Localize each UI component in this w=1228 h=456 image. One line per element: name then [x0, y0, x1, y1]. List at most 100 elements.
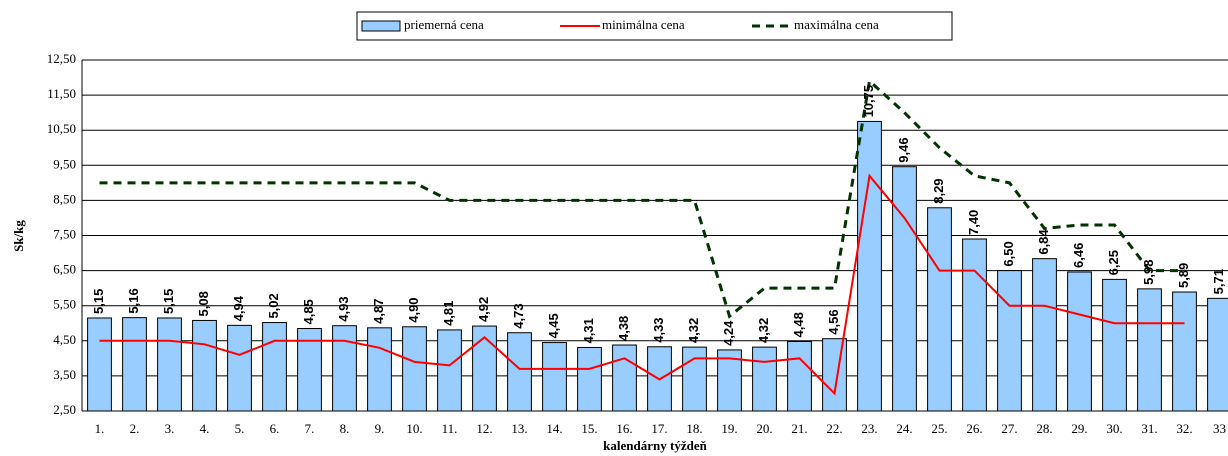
value-label: 8,29 [931, 178, 946, 203]
x-tick-label: 26. [966, 421, 982, 436]
x-tick-label: 25. [931, 421, 947, 436]
bar [542, 342, 567, 412]
bar [262, 322, 287, 412]
x-tick-label: 2. [130, 421, 140, 436]
value-label: 4,85 [301, 299, 316, 324]
y-tick-label: 7,50 [53, 226, 76, 241]
x-tick-label: 23. [861, 421, 877, 436]
x-tick-label: 18. [686, 421, 702, 436]
bar [297, 328, 322, 412]
value-label: 6,46 [1071, 243, 1086, 268]
bar [87, 317, 112, 412]
x-tick-label: 17. [651, 421, 667, 436]
value-label: 9,46 [896, 137, 911, 162]
x-tick-label: 3. [165, 421, 175, 436]
bar [612, 344, 637, 412]
value-label: 4,38 [616, 316, 631, 341]
x-tick-label: 22. [826, 421, 842, 436]
bar [1137, 288, 1162, 412]
value-label: 4,94 [231, 295, 246, 321]
value-label: 5,16 [126, 288, 141, 313]
x-tick-label: 31. [1141, 421, 1157, 436]
bar [927, 207, 952, 412]
bar [1067, 271, 1092, 412]
value-label: 5,71 [1211, 269, 1226, 294]
bar [892, 166, 917, 412]
x-tick-label: 30. [1106, 421, 1122, 436]
y-tick-label: 9,50 [53, 156, 76, 171]
x-tick-label: 24. [896, 421, 912, 436]
x-tick-label: 4. [200, 421, 210, 436]
value-label: 6,84 [1036, 229, 1051, 255]
x-tick-label: 33 [1213, 421, 1226, 436]
legend-swatch [361, 20, 401, 32]
y-tick-label: 4,50 [53, 332, 76, 347]
bar [437, 329, 462, 412]
value-label: 4,31 [581, 318, 596, 343]
x-tick-label: 32. [1176, 421, 1192, 436]
y-tick-label: 6,50 [53, 262, 76, 277]
value-label: 4,92 [476, 297, 491, 322]
bar [682, 346, 707, 412]
y-tick-label: 2,50 [53, 402, 76, 417]
x-tick-label: 28. [1036, 421, 1052, 436]
value-label: 4,32 [756, 318, 771, 343]
x-tick-label: 5. [235, 421, 245, 436]
x-tick-label: 29. [1071, 421, 1087, 436]
y-tick-label: 3,50 [53, 367, 76, 382]
bar [787, 341, 812, 412]
y-tick-label: 5,50 [53, 297, 76, 312]
x-tick-label: 21. [791, 421, 807, 436]
bar [1172, 291, 1197, 412]
x-tick-label: 10. [406, 421, 422, 436]
x-axis-label: kalendárny týždeň [603, 438, 707, 453]
value-label: 5,08 [196, 291, 211, 316]
legend-label: maximálna cena [794, 17, 879, 32]
y-axis-label: Sk/kg [11, 220, 26, 252]
x-tick-label: 16. [616, 421, 632, 436]
value-label: 6,50 [1001, 241, 1016, 266]
value-label: 4,24 [721, 320, 736, 346]
bar [962, 238, 987, 412]
x-tick-label: 14. [546, 421, 562, 436]
value-label: 5,98 [1141, 260, 1156, 285]
value-label: 5,15 [91, 289, 106, 314]
x-tick-label: 8. [340, 421, 350, 436]
bar [507, 332, 532, 412]
x-tick-label: 11. [442, 421, 458, 436]
bar [122, 317, 147, 412]
dashed-line [99, 78, 1185, 319]
x-tick-label: 13. [511, 421, 527, 436]
value-label: 4,48 [791, 312, 806, 337]
y-tick-label: 10,50 [47, 121, 76, 136]
value-label: 4,45 [546, 313, 561, 338]
bar [472, 325, 497, 412]
x-tick-label: 1. [95, 421, 105, 436]
value-label: 5,89 [1176, 263, 1191, 288]
x-tick-label: 7. [305, 421, 315, 436]
y-tick-label: 12,50 [47, 51, 76, 66]
legend-label: minimálna cena [602, 17, 685, 32]
value-label: 4,90 [406, 297, 421, 322]
bar [717, 349, 742, 412]
bar [1102, 278, 1127, 412]
bar [402, 326, 427, 412]
bar [157, 317, 182, 412]
bar [822, 338, 847, 412]
value-label: 4,56 [826, 309, 841, 334]
y-tick-label: 11,50 [47, 86, 76, 101]
bar [1207, 297, 1228, 412]
value-label: 4,33 [651, 317, 666, 342]
bar [332, 325, 357, 412]
value-label: 5,15 [161, 289, 176, 314]
value-label: 4,81 [441, 301, 456, 326]
x-tick-label: 15. [581, 421, 597, 436]
bar [192, 319, 217, 412]
bar [227, 324, 252, 412]
bar [752, 346, 777, 412]
x-tick-label: 27. [1001, 421, 1017, 436]
legend-box [356, 11, 953, 41]
value-label: 4,87 [371, 299, 386, 324]
x-tick-label: 9. [375, 421, 385, 436]
